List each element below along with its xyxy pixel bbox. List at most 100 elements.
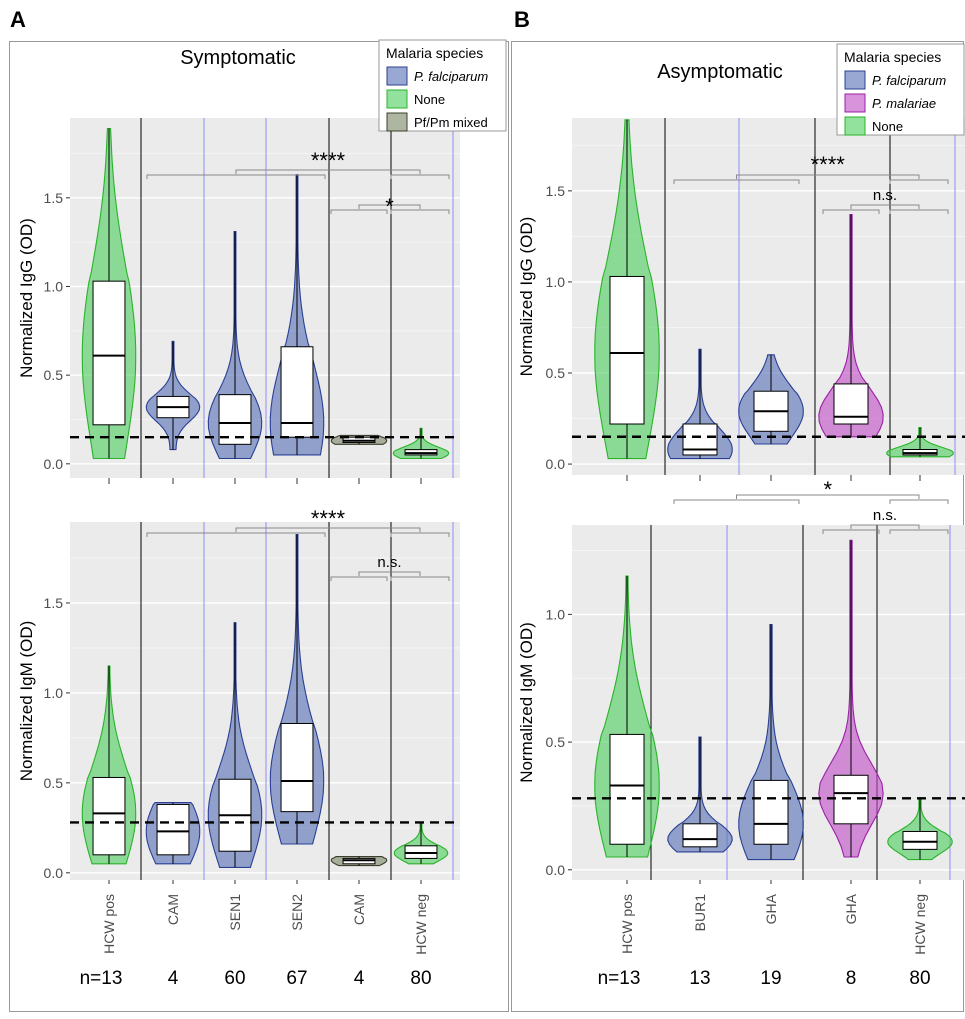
- box: [902, 830, 938, 850]
- y-axis-label: Normalized IgM (OD): [517, 622, 536, 783]
- sample-size: 80: [909, 968, 930, 989]
- plot-a-bottom: 0.0 0.5 1.0 1.5 Normalized IgM (OD) **** n.s. H…: [17, 506, 460, 989]
- sample-size: 67: [286, 968, 307, 989]
- significance-bracket: [330, 576, 388, 581]
- box: [753, 779, 789, 845]
- significance-bracket: [390, 209, 450, 214]
- legend-label: P. falciparum: [872, 73, 946, 88]
- significance-label: *: [385, 194, 394, 219]
- sample-size: n=13: [598, 968, 641, 989]
- legend-label: None: [872, 119, 903, 134]
- x-tick-label: HCW neg: [912, 894, 928, 955]
- y-tick-label: 0.0: [44, 456, 64, 472]
- x-tick-label: SEN1: [227, 894, 243, 931]
- x-tick-label: GHA: [843, 893, 859, 924]
- significance-bracket: [822, 529, 880, 534]
- legend-swatch: [386, 112, 408, 132]
- significance-label: n.s.: [873, 507, 897, 524]
- significance-bracket: [235, 527, 421, 532]
- legend-swatch: [844, 93, 866, 113]
- significance-bracket: [889, 209, 949, 214]
- box: [156, 803, 190, 856]
- sample-size: 8: [846, 968, 857, 989]
- sample-size: 80: [410, 968, 431, 989]
- y-axis-label: Normalized IgG (OD): [17, 218, 36, 378]
- sample-size: 13: [689, 968, 710, 989]
- legend-label: None: [414, 92, 445, 107]
- x-tick-label: CAM: [351, 894, 367, 925]
- box: [280, 722, 314, 813]
- sample-size: 60: [224, 968, 245, 989]
- y-tick-label: 0.0: [546, 862, 566, 878]
- panel-b-title: Asymptomatic: [657, 61, 783, 83]
- box: [833, 383, 869, 425]
- significance-bracket: [889, 529, 949, 534]
- y-axis-label: Normalized IgG (OD): [517, 217, 536, 377]
- significance-bracket: [673, 499, 800, 504]
- x-tick-label: CAM: [165, 894, 181, 925]
- significance-bracket: [146, 532, 326, 537]
- x-tick-label: GHA: [763, 893, 779, 924]
- box: [92, 280, 126, 426]
- significance-label: ****: [311, 148, 346, 173]
- y-tick-label: 0.0: [546, 456, 566, 472]
- legend-swatch: [844, 116, 866, 136]
- x-tick-label: BUR1: [692, 894, 708, 932]
- significance-bracket: [736, 494, 920, 499]
- legend-label: Pf/Pm mixed: [414, 115, 488, 130]
- y-tick-label: 1.5: [44, 190, 64, 206]
- y-tick-label: 0.5: [546, 365, 566, 381]
- significance-bracket: [358, 571, 421, 576]
- legend-label: P. falciparum: [414, 69, 488, 84]
- panel-b-letter: B: [514, 7, 530, 32]
- y-axis-label: Normalized IgM (OD): [17, 621, 36, 782]
- significance-label: n.s.: [377, 554, 401, 571]
- significance-label: *: [823, 477, 832, 502]
- significance-bracket: [850, 524, 920, 529]
- panel-a-title: Symptomatic: [180, 47, 296, 69]
- box: [92, 776, 126, 856]
- box: [833, 774, 869, 825]
- y-tick-label: 1.5: [546, 183, 566, 199]
- significance-label: ****: [311, 506, 346, 531]
- significance-bracket: [146, 174, 326, 179]
- legends: Malaria species P. falciparum None Pf/Pm mi…: [378, 39, 965, 136]
- y-tick-label: 0.5: [546, 734, 566, 750]
- y-tick-label: 1.0: [546, 274, 566, 290]
- significance-bracket: [673, 179, 800, 184]
- y-tick-label: 1.0: [44, 685, 64, 701]
- plot-b-bottom: 0.0 0.5 1.0 Normalized IgM (OD) * n.s. HCW pos…: [517, 477, 965, 989]
- legend-swatch: [844, 70, 866, 90]
- x-tick-label: HCW pos: [101, 894, 117, 954]
- significance-label: ****: [811, 152, 846, 177]
- significance-bracket: [330, 209, 388, 214]
- x-tick-label: HCW pos: [619, 894, 635, 954]
- legend-swatch: [386, 89, 408, 109]
- significance-label: n.s.: [873, 187, 897, 204]
- significance-bracket: [390, 576, 450, 581]
- plot-b-top: 0.0 0.5 1.0 1.5 Normalized IgG (OD) **** n.s.: [517, 118, 965, 481]
- significance-bracket: [889, 499, 949, 504]
- y-tick-label: 0.5: [44, 367, 64, 383]
- y-tick-label: 0.5: [44, 775, 64, 791]
- box: [609, 733, 645, 845]
- legend-b: Malaria species P. falciparum P. malariae N…: [836, 43, 965, 136]
- significance-bracket: [850, 204, 920, 209]
- y-tick-label: 1.0: [44, 278, 64, 294]
- box: [682, 823, 718, 848]
- legend-title: Malaria species: [844, 49, 941, 65]
- y-tick-label: 0.0: [44, 865, 64, 881]
- sample-size: 4: [168, 968, 179, 989]
- significance-bracket: [822, 209, 880, 214]
- panel-a-letter: A: [10, 7, 26, 32]
- sample-size: n=13: [80, 968, 123, 989]
- x-tick-label: SEN2: [289, 894, 305, 931]
- significance-bracket: [736, 174, 920, 179]
- sample-size: 19: [760, 968, 781, 989]
- significance-bracket: [889, 179, 949, 184]
- x-tick-label: HCW neg: [413, 894, 429, 955]
- significance-bracket: [390, 174, 450, 179]
